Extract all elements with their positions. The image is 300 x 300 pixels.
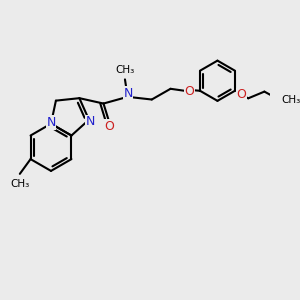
Text: N: N [124,87,133,100]
Text: N: N [85,116,95,128]
Text: CH₃: CH₃ [115,64,135,75]
Text: O: O [104,120,114,133]
Text: CH₃: CH₃ [282,94,300,105]
Text: N: N [46,116,56,129]
Text: CH₃: CH₃ [10,179,29,189]
Text: O: O [237,88,247,101]
Text: O: O [184,85,194,98]
